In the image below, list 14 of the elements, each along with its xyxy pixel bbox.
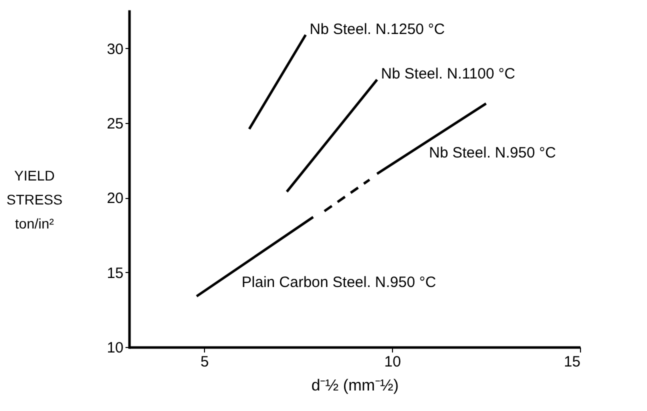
y-tick-label: 15 [106,264,124,282]
series-label: Nb Steel. N.1250 °C [310,20,446,38]
y-tick-label: 25 [106,116,124,132]
series-label: Plain Carbon Steel. N.950 °C [242,274,436,292]
y-tick-label: 30 [106,40,124,58]
series-label: Nb Steel. N.1100 °C [381,66,516,83]
y-axis-title: YIELD STRESS ton/in² [6,168,63,232]
x-tick-label: 15 [564,354,580,370]
series-label: Nb Steel. N.950 °C [429,144,556,162]
y-tick-label: 20 [106,190,124,208]
y-tick-label: 10 [106,340,124,356]
x-tick-label: 10 [384,354,401,370]
x-tick-label: 5 [200,354,209,370]
x-axis-title: d⁻½ (mm⁻½) [311,378,399,394]
